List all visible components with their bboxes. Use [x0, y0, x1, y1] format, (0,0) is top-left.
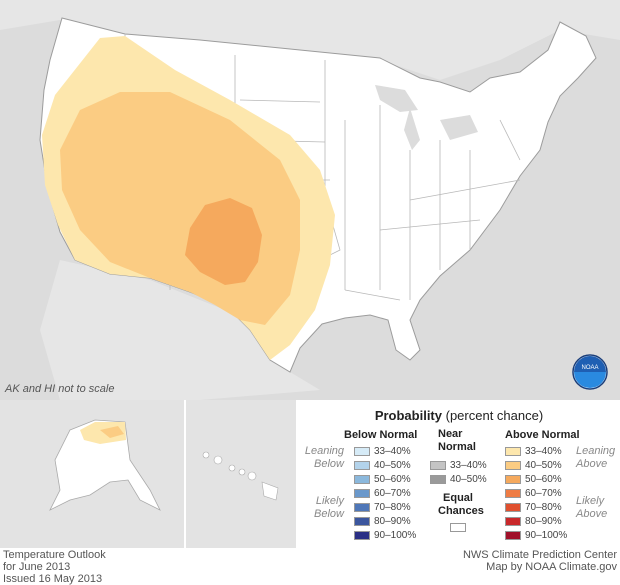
below-normal-row: 33–40%: [354, 445, 411, 457]
below-normal-label: 50–60%: [374, 473, 411, 485]
hawaii-inset: [186, 400, 296, 548]
above-normal-swatch: [505, 460, 521, 470]
above-normal-label: 50–60%: [525, 473, 562, 485]
above-normal-label: 60–70%: [525, 487, 562, 499]
below-normal-swatch: [354, 474, 370, 484]
below-normal-label: 80–90%: [374, 515, 411, 527]
above-normal-row: 40–50%: [505, 459, 562, 471]
above-normal-row: 80–90%: [505, 515, 562, 527]
alaska-inset: [0, 400, 184, 548]
below-normal-row: 40–50%: [354, 459, 411, 471]
source-name: NWS Climate Prediction Center: [462, 549, 617, 561]
likely-below-label: Likely Below: [314, 495, 344, 520]
near-normal-swatch: [430, 474, 446, 484]
below-normal-swatch: [354, 516, 370, 526]
above-normal-swatch: [505, 488, 521, 498]
below-normal-label: 70–80%: [374, 501, 411, 513]
below-normal-heading: Below Normal: [344, 429, 418, 441]
likely-above-label: Likely Above: [576, 495, 608, 520]
near-normal-swatch: [430, 460, 446, 470]
probability-legend: Probability (percent chance) Below Norma…: [298, 400, 620, 548]
below-normal-swatch: [354, 446, 370, 456]
leaning-below-label: Leaning Below: [304, 445, 344, 470]
above-normal-swatch: [505, 502, 521, 512]
below-normal-row: 90–100%: [354, 529, 416, 541]
below-normal-label: 40–50%: [374, 459, 411, 471]
equal-chances-swatch: [450, 523, 466, 532]
noaa-logo: NOAA: [572, 354, 608, 390]
above-normal-swatch: [505, 530, 521, 540]
near-normal-label: 40–50%: [450, 473, 487, 485]
above-normal-row: 90–100%: [505, 529, 567, 541]
legend-title: Probability (percent chance): [374, 408, 544, 423]
below-normal-swatch: [354, 502, 370, 512]
above-normal-row: 60–70%: [505, 487, 562, 499]
near-normal-row: 40–50%: [430, 473, 487, 485]
above-normal-row: 50–60%: [505, 473, 562, 485]
above-normal-label: 70–80%: [525, 501, 562, 513]
outlook-caption: Temperature Outlook for June 2013 Issued…: [3, 549, 106, 585]
above-normal-label: 80–90%: [525, 515, 562, 527]
near-normal-label: 33–40%: [450, 459, 487, 471]
near-normal-heading: Near Normal: [438, 428, 476, 453]
above-normal-label: 90–100%: [525, 529, 568, 541]
outlook-title: Temperature Outlook: [3, 549, 106, 561]
above-normal-heading: Above Normal: [505, 429, 580, 441]
outlook-issued: Issued 16 May 2013: [3, 573, 103, 585]
below-normal-label: 60–70%: [374, 487, 411, 499]
below-normal-label: 33–40%: [374, 445, 411, 457]
below-normal-label: 90–100%: [374, 529, 417, 541]
below-normal-swatch: [354, 488, 370, 498]
map-credit: Map by NOAA Climate.gov: [486, 561, 617, 573]
conus-map: NOAA: [0, 0, 620, 400]
above-normal-row: 70–80%: [505, 501, 562, 513]
below-normal-row: 50–60%: [354, 473, 411, 485]
near-normal-row: 33–40%: [430, 459, 487, 471]
leaning-above-label: Leaning Above: [576, 445, 616, 470]
equal-chances-heading: Equal Chances: [438, 492, 484, 517]
above-50-60-region: [185, 198, 262, 285]
source-credit: NWS Climate Prediction Center Map by NOA…: [463, 549, 617, 573]
below-normal-swatch: [354, 530, 370, 540]
scale-note: AK and HI not to scale: [5, 383, 115, 395]
above-normal-label: 33–40%: [525, 445, 562, 457]
below-normal-row: 70–80%: [354, 501, 411, 513]
alaska-above-40-50-region: [100, 426, 124, 438]
outlook-period: for June 2013: [3, 561, 71, 573]
above-normal-swatch: [505, 474, 521, 484]
below-normal-swatch: [354, 460, 370, 470]
below-normal-row: 60–70%: [354, 487, 411, 499]
above-normal-swatch: [505, 446, 521, 456]
above-normal-label: 40–50%: [525, 459, 562, 471]
svg-text:NOAA: NOAA: [581, 365, 598, 371]
below-normal-row: 80–90%: [354, 515, 411, 527]
above-normal-swatch: [505, 516, 521, 526]
above-normal-row: 33–40%: [505, 445, 562, 457]
